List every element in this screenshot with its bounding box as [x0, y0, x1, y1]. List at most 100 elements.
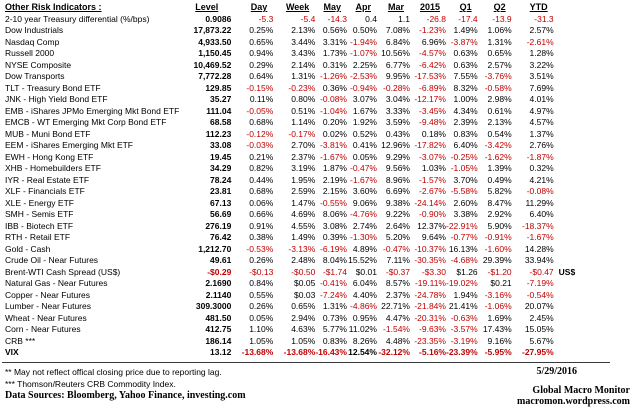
cell-q2: 0.65% [487, 48, 512, 58]
cell-2015: -4.57% [419, 48, 446, 58]
table-row: Corn - Near Futures 412.75 1.10% 4.63% 5.77%… [5, 324, 584, 336]
cell-day: -$0.13 [249, 266, 274, 277]
cell-mar: 1.1 [398, 13, 410, 24]
cell-level: 76.42 [210, 232, 232, 242]
cell-week: 3.19% [291, 163, 316, 173]
cell-2015: -23.35% [414, 335, 446, 346]
cell-day: -0.03% [246, 140, 274, 150]
cell-q2: 17.43% [482, 324, 512, 334]
cell-q2: 0.61% [487, 105, 512, 116]
cell-ytd: 14.28% [524, 243, 554, 254]
cell-may: -14.3 [327, 13, 347, 24]
cell-ytd: 0.32% [529, 163, 554, 173]
cell-may: 2.15% [322, 186, 347, 196]
cell-day: -0.53% [246, 243, 274, 254]
cell-q2: 5.90% [487, 220, 512, 231]
cell-level: 186.14 [205, 335, 232, 346]
cell-level: 129.85 [205, 82, 232, 93]
cell-level: 1,212.70 [198, 243, 232, 254]
cell-may: -1.04% [320, 105, 347, 116]
cell-q2: 2.57% [487, 59, 512, 70]
row-label: XHB - Homebuilders ETF [5, 163, 101, 173]
row-unit [554, 117, 584, 129]
cell-week: -$0.50 [291, 266, 316, 277]
cell-may: 0.56% [322, 25, 347, 35]
cell-2015: 1.03% [421, 163, 446, 173]
cell-day: 0.65% [249, 36, 274, 47]
cell-q1: -1.05% [450, 163, 478, 173]
col-header-level: Level [195, 2, 219, 12]
cell-2015: 12.37% [417, 220, 446, 231]
cell-apr: 6.04% [352, 278, 377, 288]
cell-ytd: -18.37% [521, 220, 554, 231]
cell-mar: -0.47% [383, 243, 410, 254]
table-row: XLF - Financials ETF 23.81 0.68% 2.59% 2.15%… [5, 186, 584, 198]
cell-mar: 6.69% [385, 186, 410, 196]
cell-apr: 12.54% [348, 347, 377, 357]
cell-day: 0.11% [249, 94, 274, 104]
cell-ytd: -1.87% [526, 151, 554, 162]
cell-apr: 3.07% [352, 94, 377, 104]
cell-day: 0.05% [249, 312, 274, 323]
row-label: Gold - Cash [5, 243, 51, 254]
cell-ytd: 15.05% [524, 324, 554, 334]
cell-mar: 10.56% [381, 48, 410, 58]
col-header-may: May [323, 2, 341, 12]
cell-mar: 6.77% [385, 59, 410, 70]
row-label: Copper - Near Futures [5, 289, 91, 300]
row-unit [554, 83, 584, 95]
cell-mar: 7.08% [385, 25, 410, 35]
cell-apr: 9.06% [352, 197, 377, 208]
cell-q1: 1.49% [453, 25, 478, 35]
cell-may: -0.08% [320, 94, 347, 104]
table-row: Nasdaq Comp 4,933.50 0.65% 3.44% 3.31% -1.94%… [5, 37, 584, 49]
row-unit [554, 186, 584, 198]
cell-2015: -24.14% [414, 197, 446, 208]
cell-q2: -3.42% [484, 140, 512, 150]
cell-level: 68.58 [210, 117, 232, 127]
cell-ytd: -7.19% [526, 278, 554, 288]
cell-week: 2.70% [291, 140, 316, 150]
cell-ytd: -2.61% [526, 36, 554, 47]
cell-week: 1.47% [291, 197, 316, 208]
cell-2015: -3.45% [419, 105, 446, 116]
table-row: EWH - Hong Kong ETF 19.45 0.21% 2.37% -1.67%… [5, 152, 584, 164]
cell-may: -6.19% [320, 243, 347, 254]
cell-apr: -1.07% [350, 48, 377, 58]
row-unit [554, 25, 584, 37]
cell-week: 0.65% [291, 301, 316, 311]
cell-ytd: 7.69% [529, 82, 554, 93]
col-header-day: Day [250, 2, 268, 12]
cell-level: 23.81 [210, 186, 232, 196]
cell-ytd: 3.22% [529, 59, 554, 70]
cell-week: $0.03 [294, 289, 316, 300]
cell-apr: -1.94% [350, 36, 377, 47]
cell-q1: -3.19% [450, 335, 478, 346]
cell-2015: 9.64% [421, 232, 446, 242]
row-label: EWH - Hong Kong ETF [5, 151, 94, 162]
cell-q2: -3.16% [484, 289, 512, 300]
cell-day: 0.91% [249, 220, 274, 231]
cell-day: -0.12% [246, 128, 274, 139]
cell-mar: 9.38% [385, 197, 410, 208]
cell-ytd: -27.95% [521, 347, 554, 357]
row-label: Brent-WTI Cash Spread (US$) [5, 266, 121, 277]
cell-apr: 1.67% [352, 105, 377, 116]
cell-2015: -9.48% [419, 117, 446, 127]
row-label: RTH - Retail ETF [5, 232, 71, 242]
cell-apr: -1.30% [350, 232, 377, 242]
table-row: SMH - Semis ETF 56.69 0.66% 4.69% 8.06% -4.76… [5, 209, 584, 221]
cell-mar: 3.04% [385, 94, 410, 104]
col-header-apr: Apr [355, 2, 371, 12]
table-row: Gold - Cash 1,212.70 -0.53% -3.13% -6.19% 4.8… [5, 244, 584, 256]
site-url[interactable]: macromon.wordpress.com [517, 396, 630, 407]
cell-q1: -22.91% [445, 220, 478, 231]
cell-mar: 22.71% [381, 301, 410, 311]
cell-mar: 8.96% [385, 174, 410, 185]
cell-apr: 11.02% [348, 324, 377, 334]
cell-q2: -5.95% [484, 347, 512, 357]
row-unit [554, 336, 584, 348]
row-unit [554, 163, 584, 175]
row-unit [554, 71, 584, 83]
cell-week: -3.13% [288, 243, 316, 254]
